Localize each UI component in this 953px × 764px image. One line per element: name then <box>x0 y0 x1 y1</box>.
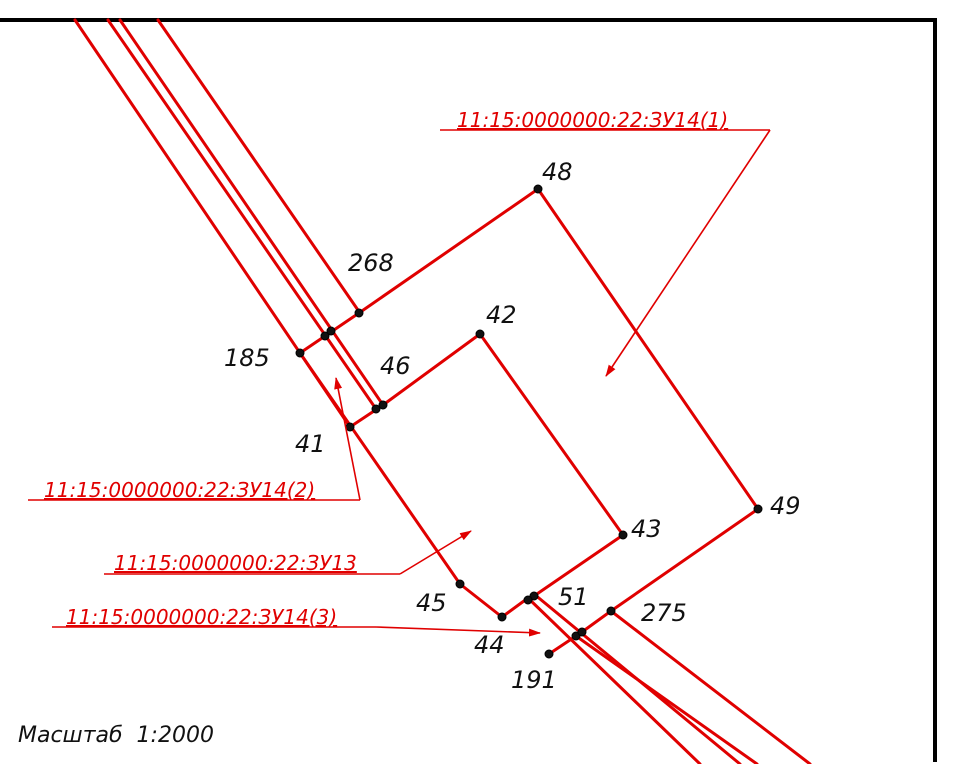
point-185-marker <box>295 348 305 358</box>
point-label-41: 41 <box>295 430 326 458</box>
point-48-marker <box>533 184 543 194</box>
point-43-marker <box>618 530 628 540</box>
point-51b-marker <box>523 595 533 605</box>
parcel-label-zu14-1: 11:15:0000000:22:ЗУ14(1) <box>457 108 728 132</box>
point-b-marker <box>326 326 336 336</box>
boundary-41-45-44 <box>298 351 530 619</box>
parcel-label-zu14-2: 11:15:0000000:22:ЗУ14(2) <box>44 478 315 502</box>
point-label-51: 51 <box>558 583 589 611</box>
point-label-46: 46 <box>380 352 411 380</box>
point-46b-marker <box>378 400 388 410</box>
callout-leader-zu14-1 <box>605 129 771 377</box>
point-42-marker <box>475 329 485 339</box>
point-label-275: 275 <box>641 599 687 627</box>
point-label-49: 49 <box>770 492 801 520</box>
callout-leader-zu13 <box>399 530 472 575</box>
point-d-marker <box>577 627 587 637</box>
callout-leader-zu14-2 <box>334 377 361 501</box>
point-191-marker <box>544 649 554 659</box>
point-275-marker <box>606 606 616 616</box>
road-strip <box>73 18 812 764</box>
parcel-label-zu13: 11:15:0000000:22:ЗУ13 <box>114 551 357 575</box>
point-49-marker <box>753 504 763 514</box>
drawing-frame <box>0 18 937 762</box>
parcel-callouts: 11:15:0000000:22:ЗУ14(1) 11:15:0000000:2… <box>28 108 771 637</box>
point-45-marker <box>455 579 465 589</box>
point-46-marker <box>371 404 381 414</box>
point-41-marker <box>345 422 355 432</box>
point-label-43: 43 <box>631 515 662 543</box>
callout-leader-zu14-3 <box>375 626 541 637</box>
point-44-marker <box>497 612 507 622</box>
point-label-191: 191 <box>511 666 557 694</box>
point-268-marker <box>354 308 364 318</box>
scale-label: Масштаб 1:2000 <box>18 723 214 748</box>
parcel-label-zu14-3: 11:15:0000000:22:ЗУ14(3) <box>66 605 337 629</box>
point-a-marker <box>320 331 330 341</box>
point-labels: 48 268 42 185 46 41 43 49 45 51 275 44 1… <box>224 158 801 694</box>
point-label-45: 45 <box>416 589 447 617</box>
point-label-185: 185 <box>224 344 270 372</box>
point-label-42: 42 <box>486 301 517 329</box>
point-label-44: 44 <box>474 631 505 659</box>
point-label-268: 268 <box>348 249 394 277</box>
point-label-48: 48 <box>542 158 573 186</box>
